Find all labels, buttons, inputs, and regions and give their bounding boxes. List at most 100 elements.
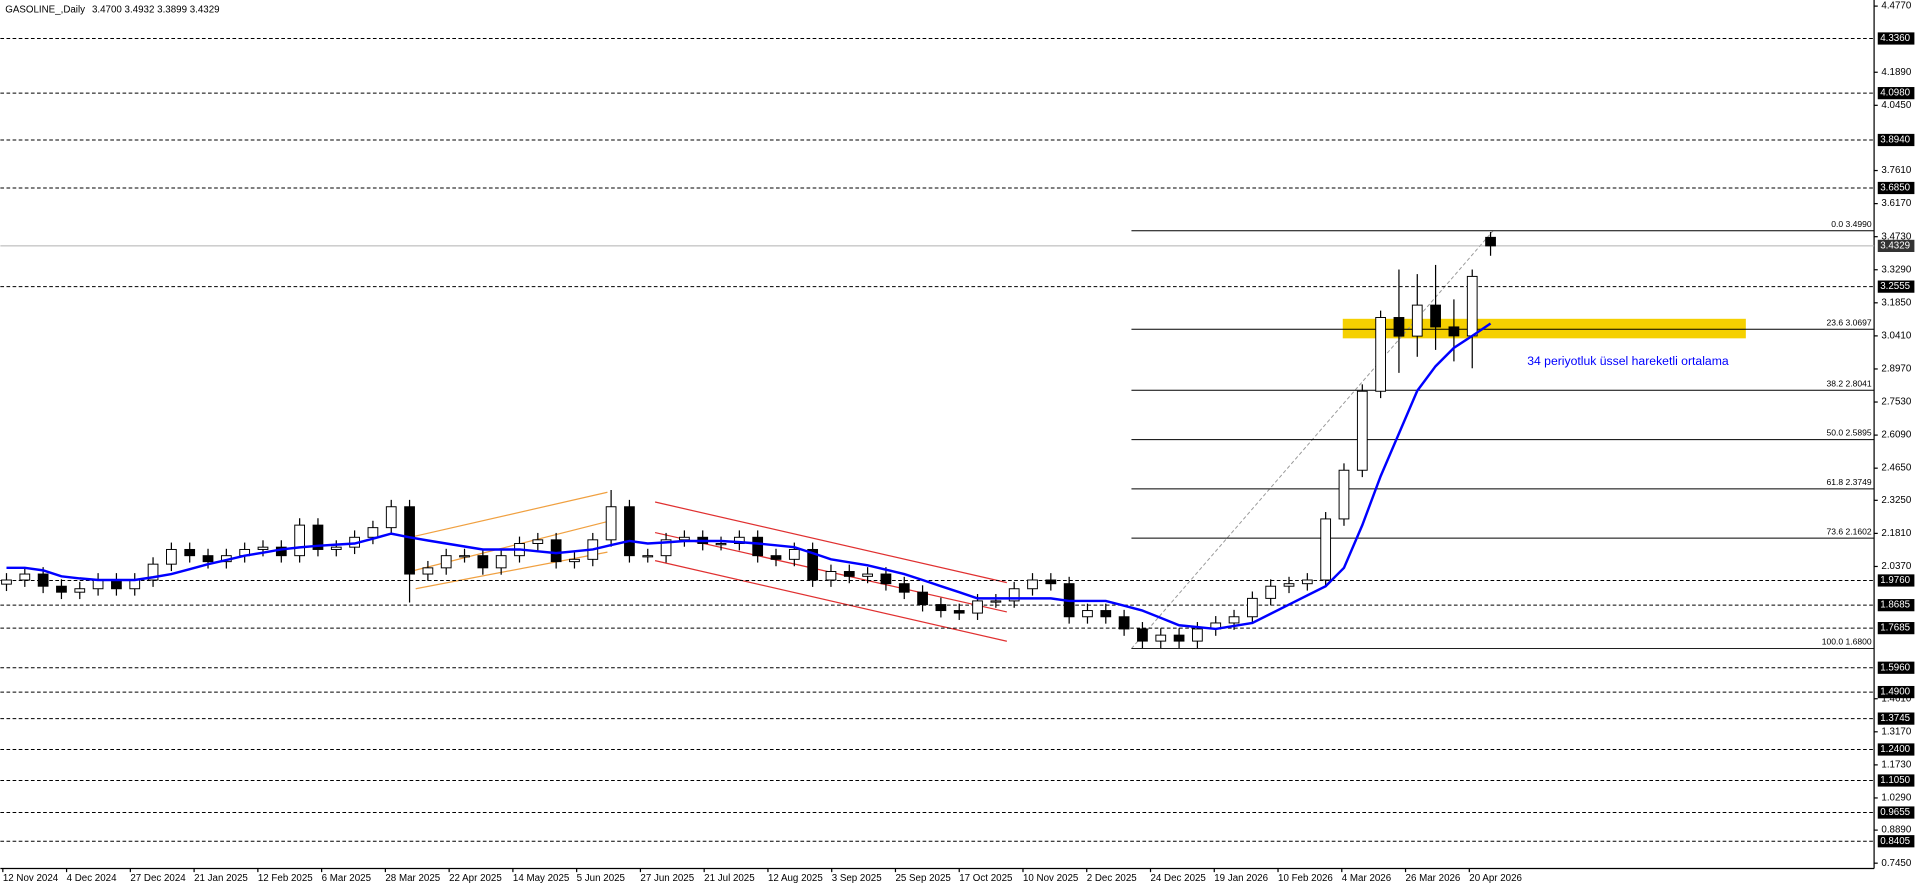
candle-body: [972, 600, 983, 614]
candle-body: [459, 555, 470, 558]
level-label-box: [1877, 835, 1915, 848]
level-label: 1.3745: [1880, 713, 1910, 724]
candle-body: [825, 571, 837, 581]
x-tick-label: 14 May 2025: [513, 873, 570, 884]
y-tick-label: 2.3250: [1881, 495, 1911, 506]
y-tick-label: 3.3290: [1881, 264, 1911, 275]
level-label: 3.8940: [1880, 135, 1910, 146]
candle-body: [1008, 588, 1020, 602]
x-tick-label: 21 Jul 2025: [704, 873, 755, 884]
level-label-box: [1877, 685, 1915, 699]
level-label: 1.8685: [1880, 600, 1910, 611]
channel-line: [415, 551, 608, 590]
candle-body: [330, 546, 342, 550]
candle-body: [37, 573, 49, 587]
support-zone: [1342, 318, 1746, 339]
y-tick-label: 2.0370: [1881, 561, 1911, 572]
chart-title: GASOLINE_,Daily: [5, 4, 85, 15]
candle-body: [422, 567, 434, 575]
last-price-label: 3.4329: [1880, 240, 1910, 251]
level-label: 1.9760: [1880, 575, 1910, 586]
x-tick-label: 12 Nov 2024: [3, 873, 59, 884]
candle-body: [1430, 304, 1441, 328]
x-tick-label: 10 Feb 2026: [1278, 873, 1333, 884]
candle-body: [550, 539, 562, 563]
y-tick-label: 0.8890: [1881, 825, 1911, 836]
x-tick-label: 20 Apr 2026: [1469, 873, 1522, 884]
candle-body: [184, 548, 196, 557]
candle-body: [1393, 317, 1405, 337]
y-tick-label: 4.4770: [1881, 1, 1911, 12]
y-tick-label: 1.0290: [1881, 793, 1911, 804]
y-tick-label: 0.7450: [1881, 858, 1911, 869]
x-tick-label: 22 Apr 2025: [449, 873, 502, 884]
candle-body: [807, 548, 819, 581]
candle-body: [770, 555, 782, 560]
candle-body: [532, 539, 544, 544]
candle-body: [477, 555, 489, 569]
level-label-box: [1877, 743, 1915, 756]
candle-body: [1155, 634, 1167, 642]
level-label-box: [1877, 599, 1915, 612]
candle-body: [733, 536, 745, 544]
fib-label: 73.6 2.1602: [1826, 526, 1871, 536]
x-tick-label: 25 Sep 2025: [895, 873, 951, 884]
candle-body: [1173, 634, 1185, 642]
candle-body: [917, 591, 928, 606]
candle-body: [679, 536, 690, 541]
candle-body: [294, 524, 306, 557]
candle-body: [1283, 583, 1295, 587]
y-tick-label: 2.7530: [1881, 397, 1911, 408]
x-tick-label: 4 Mar 2026: [1342, 873, 1391, 884]
y-tick-label: 3.7610: [1881, 165, 1911, 176]
fib-label: 38.2 2.8041: [1826, 378, 1871, 388]
candle-body: [495, 555, 507, 569]
level-label: 1.4900: [1880, 687, 1910, 698]
candle-body: [1411, 304, 1423, 337]
candle-body: [129, 579, 141, 590]
candle-body: [1485, 236, 1496, 247]
fib-label: 0.0 3.4990: [1831, 219, 1872, 229]
candle-body: [642, 555, 654, 558]
level-label-box: [1877, 280, 1915, 293]
level-label-box: [1877, 661, 1915, 674]
candle-body: [1, 579, 12, 585]
fib-label: 100.0 1.6800: [1822, 637, 1872, 647]
candle-body: [1027, 579, 1038, 590]
level-label: 1.7685: [1880, 623, 1910, 634]
candle-body: [367, 527, 379, 538]
candle-body: [843, 571, 855, 577]
level-label: 4.3360: [1880, 33, 1910, 44]
level-label: 1.5960: [1880, 662, 1910, 673]
y-tick-label: 3.0410: [1881, 330, 1911, 341]
x-tick-label: 24 Dec 2025: [1151, 873, 1207, 884]
x-tick-label: 4 Dec 2024: [67, 873, 118, 884]
candle-body: [1192, 628, 1203, 642]
y-tick-label: 2.6090: [1881, 430, 1911, 441]
x-tick-label: 5 Jun 2025: [577, 873, 626, 884]
y-tick-label: 3.4730: [1881, 231, 1911, 242]
fib-label: 23.6 3.0697: [1826, 317, 1871, 327]
level-label: 1.2400: [1880, 744, 1910, 755]
candle-body: [1375, 317, 1386, 392]
y-tick-label: 2.4650: [1881, 463, 1911, 474]
candle-body: [1228, 616, 1240, 624]
candle-body: [862, 573, 873, 577]
y-tick-label: 1.4610: [1881, 693, 1911, 704]
ema-line: [6, 322, 1492, 631]
candle-body: [166, 548, 177, 565]
candle-body: [202, 555, 214, 563]
level-label-box: [1877, 806, 1915, 819]
y-tick-label: 2.1810: [1881, 528, 1911, 539]
candle-body: [56, 585, 67, 593]
ohlc-readout: 3.4700 3.4932 3.3899 3.4329: [92, 4, 220, 15]
candle-body: [19, 573, 31, 581]
y-tick-label: 1.1730: [1881, 759, 1911, 770]
level-label-box: [1877, 774, 1915, 787]
candle-body: [147, 563, 159, 581]
candle-body: [1246, 597, 1258, 618]
x-tick-label: 27 Dec 2024: [130, 873, 186, 884]
x-tick-label: 3 Sep 2025: [832, 873, 883, 884]
